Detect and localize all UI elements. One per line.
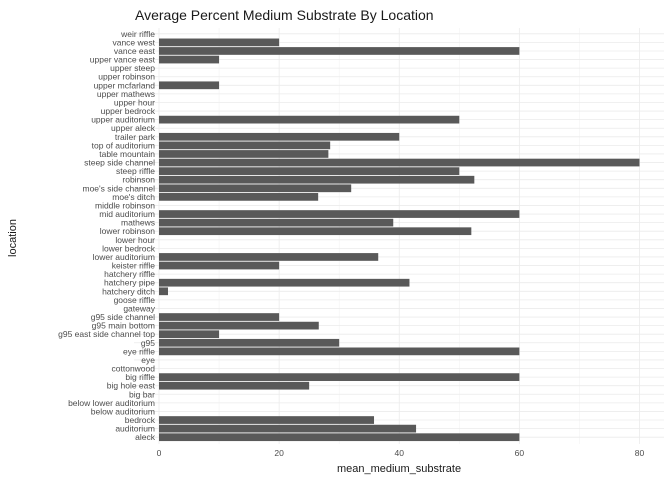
y-tick-label: lower auditorium: [93, 252, 155, 262]
y-tick-label: table mountain: [99, 149, 155, 159]
y-tick-label: trailer park: [115, 132, 156, 142]
bar: [159, 141, 331, 150]
bar: [159, 184, 352, 193]
x-tick-label: 80: [635, 448, 645, 458]
y-tick-label: moe's ditch: [112, 192, 155, 202]
x-tick-label: 40: [395, 448, 405, 458]
x-tick-label: 0: [157, 448, 162, 458]
y-tick-label: hatchery pipe: [104, 278, 155, 288]
chart-title: Average Percent Medium Substrate By Loca…: [135, 7, 434, 23]
bar: [159, 287, 169, 296]
y-tick-label: lower hour: [115, 235, 155, 245]
x-axis-title: mean_medium_substrate: [337, 463, 461, 475]
bars: [159, 38, 640, 442]
y-tick-label: robinson: [122, 175, 155, 185]
bar: [159, 373, 520, 381]
y-tick-label: steep riffle: [116, 166, 155, 176]
y-tick-label: lower robinson: [100, 226, 156, 236]
y-tick-label: upper aleck: [111, 123, 156, 133]
y-tick-label: upper robinson: [98, 72, 155, 82]
y-tick-label: middle robinson: [95, 200, 155, 210]
y-tick-label: g95 main bottom: [92, 321, 155, 331]
bar: [159, 278, 410, 287]
y-tick-label: mathews: [121, 218, 155, 228]
y-tick-label: keister riffle: [112, 261, 156, 271]
y-tick-label: big bar: [129, 389, 155, 399]
bar: [159, 424, 417, 433]
bar: [159, 381, 310, 390]
y-tick-label: upper steep: [110, 63, 155, 73]
bar: [159, 158, 640, 167]
bar: [159, 193, 319, 201]
bar: [159, 55, 220, 64]
y-tick-label: hatchery ditch: [102, 286, 155, 296]
y-tick-label: vance west: [112, 37, 155, 47]
y-tick-label: upper bedrock: [101, 106, 156, 116]
y-tick-label: aleck: [135, 432, 156, 442]
y-tick-label: eye: [141, 355, 155, 365]
x-tick-label: 20: [274, 448, 284, 458]
bar: [159, 321, 319, 330]
x-tick-label: 60: [515, 448, 525, 458]
y-tick-label: upper mathews: [97, 89, 155, 99]
bar: [159, 416, 375, 424]
bar: [159, 227, 472, 236]
y-tick-label: upper vance east: [90, 55, 156, 65]
y-tick-label: steep side channel: [84, 158, 155, 168]
y-tick-label: g95 east side channel top: [58, 329, 155, 339]
y-axis-title: location: [7, 219, 19, 257]
bar: [159, 47, 520, 55]
y-tick-label: moe's side channel: [83, 183, 156, 193]
y-tick-label: below auditorium: [91, 406, 155, 416]
bar: [159, 210, 520, 218]
bar: [159, 115, 460, 124]
bar: [159, 167, 460, 175]
y-tick-label: upper hour: [114, 97, 155, 107]
bar: [159, 150, 329, 158]
y-tick-label: weir riffle: [120, 29, 155, 39]
bar: [159, 81, 220, 90]
y-tick-label: upper mcfarland: [94, 80, 156, 90]
y-tick-label: mid auditorium: [99, 209, 155, 219]
y-tick-label: big riffle: [125, 372, 155, 382]
bar: [159, 132, 400, 141]
y-tick-label: eye riffle: [123, 346, 155, 356]
y-tick-label: g95: [141, 338, 155, 348]
y-tick-label: below lower auditorium: [68, 398, 155, 408]
y-tick-label: cottonwood: [112, 364, 156, 374]
y-tick-label: top of auditorium: [92, 140, 155, 150]
y-tick-label: g95 side channel: [91, 312, 155, 322]
bar: [159, 313, 280, 321]
bar: [159, 218, 394, 227]
y-tick-label: goose riffle: [114, 295, 156, 305]
y-tick-label: gateway: [123, 303, 155, 313]
x-tick-labels: 0 20 40 60 80: [157, 448, 645, 458]
bar: [159, 347, 520, 356]
bar: [159, 330, 220, 339]
y-tick-label: big hole east: [107, 381, 156, 391]
y-tick-label: vance east: [114, 46, 156, 56]
y-tick-label: lower bedrock: [102, 243, 156, 253]
bar: [159, 253, 379, 261]
y-tick-label: bedrock: [125, 415, 156, 425]
bar: [159, 38, 280, 47]
y-tick-label: auditorium: [115, 424, 155, 434]
bar: [159, 433, 520, 442]
y-tick-label: upper auditorium: [91, 115, 155, 125]
bar: [159, 338, 340, 347]
bar: [159, 175, 475, 184]
y-tick-label: hatchery riffle: [104, 269, 155, 279]
bar: [159, 261, 280, 270]
